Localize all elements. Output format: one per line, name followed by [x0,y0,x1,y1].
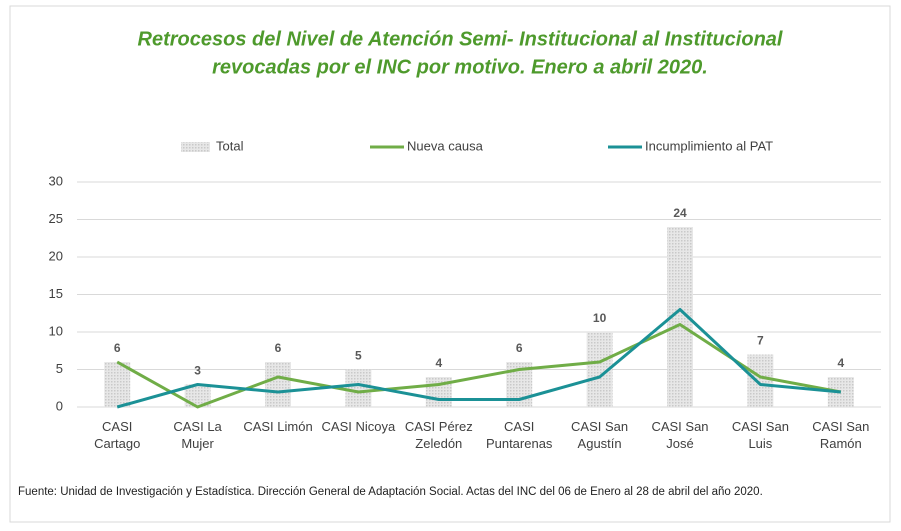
line [116,308,841,409]
x-tick-label: CASI Cartago [94,419,141,451]
chart-subtitle: revocadas por el INC por motivo. Enero a… [212,56,708,78]
bar [104,362,131,407]
bar [184,384,211,407]
data-label: 6 [516,341,523,355]
bar [747,354,774,407]
y-tick-label: 0 [56,398,63,413]
legend-swatch [181,142,210,152]
x-tick-label: CASI Limón [243,419,313,434]
data-label: 6 [275,341,282,355]
y-tick-label: 20 [49,248,63,263]
chart-border [9,5,891,523]
x-tick-label: CASI San Ramón [812,419,870,451]
data-label: 10 [593,311,607,325]
line [116,323,842,409]
legend-label: Total [216,138,244,153]
x-tick-label: CASI Pérez Zeledón [404,419,473,451]
data-label: 3 [194,364,201,378]
y-tick-label: 15 [49,286,63,301]
chart-title: Retrocesos del Nivel de Atención Semi- I… [138,28,783,50]
x-tick-label: CASI San Luis [731,419,789,451]
footnote: Fuente: Unidad de Investigación y Estadí… [18,486,763,498]
data-label: 6 [114,341,121,355]
data-label: 4 [435,356,442,370]
legend-label: Incumplimiento al PAT [645,138,773,153]
x-tick-label: CASI San Agustín [571,419,629,451]
data-label: 5 [355,349,362,363]
x-tick-label: CASI La Mujer [173,419,222,451]
data-label: 7 [757,334,764,348]
y-tick-label: 10 [49,323,63,338]
y-tick-label: 30 [49,173,63,188]
y-tick-label: 25 [49,211,63,226]
data-label: 4 [837,356,844,370]
x-tick-label: CASI Puntarenas [485,419,553,451]
y-tick-label: 5 [56,361,63,376]
data-label: 24 [673,206,687,220]
x-tick-label: CASI Nicoya [321,419,396,434]
legend-label: Nueva causa [407,138,484,153]
bar [345,369,372,407]
bar [265,362,291,407]
x-tick-label: CASI San José [651,419,709,451]
